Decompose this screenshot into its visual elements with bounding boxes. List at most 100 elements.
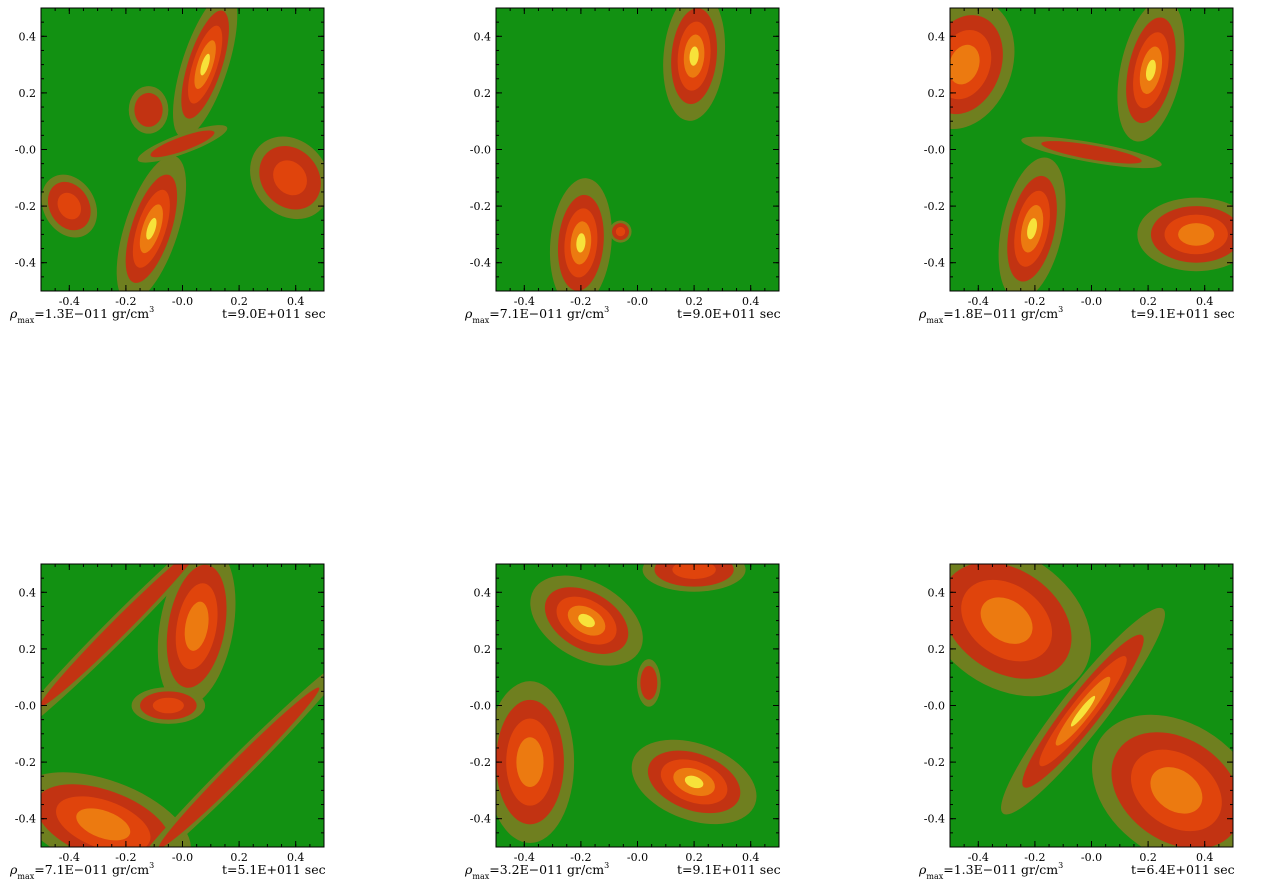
density-contour-4-inner: [1178, 223, 1215, 246]
x-tick-label: 0.4: [287, 851, 305, 864]
x-tick-label: -0.0: [172, 295, 193, 308]
x-tick-label: 0.2: [1139, 851, 1157, 864]
x-tick-label: -0.4: [514, 295, 535, 308]
density-contour-1-core: [1145, 59, 1156, 81]
heatmap-plot: -0.4 -0.2 -0.0 0.2 0.4 0.4 0.2 -0.0 -0.2 -0.4: [470, 7, 780, 308]
y-tick-label: -0.4: [15, 257, 36, 270]
x-tick-label: -0.4: [514, 851, 535, 864]
x-tick-label: -0.0: [1081, 295, 1102, 308]
y-tick-label: -0.4: [470, 257, 491, 270]
x-tick-label: -0.0: [172, 851, 193, 864]
density-contour-6-outer: [150, 130, 215, 158]
density-contour-3-outer: [134, 92, 163, 127]
density-contour-1-core: [689, 46, 699, 66]
density-contour-4-outer: [41, 564, 201, 707]
density-contour-1-core: [578, 613, 595, 628]
density-contour-2-inner: [76, 808, 131, 841]
y-tick-label: 0.4: [928, 586, 946, 599]
field-background: [496, 8, 779, 291]
density-contour-4-mid: [57, 192, 82, 220]
density-contour-1-inner: [980, 597, 1033, 644]
heatmap-plot: -0.4 -0.2 -0.0 0.2 0.4 0.4 0.2 -0.0 -0.2 -0.4: [924, 7, 1234, 308]
density-panel-6: -0.4 -0.2 -0.0 0.2 0.4 0.4 0.2 -0.0 -0.2 -0.4 ρmax…: [909, 556, 1239, 896]
density-contour-5-mid: [273, 160, 307, 196]
y-tick-label: 0.2: [928, 643, 946, 656]
density-field: [41, 564, 324, 847]
x-tick-label: -0.4: [59, 851, 80, 864]
y-tick-label: -0.0: [470, 144, 491, 157]
x-tick-label: 0.4: [742, 851, 760, 864]
y-tick-label: -0.0: [924, 700, 945, 713]
x-tick-label: -0.2: [1024, 851, 1045, 864]
rho-max-label: ρmax=7.1E−011 gr/cm3: [465, 305, 610, 325]
time-label: t=9.1E+011 sec: [1131, 306, 1235, 321]
density-field: [41, 8, 324, 291]
y-tick-label: 0.4: [474, 30, 492, 43]
time-label: t=9.0E+011 sec: [222, 306, 326, 321]
rho-max-label: ρmax=3.2E−011 gr/cm3: [465, 861, 610, 881]
time-label: t=6.4E+011 sec: [1131, 862, 1235, 877]
y-tick-label: 0.2: [19, 87, 37, 100]
y-tick-label: 0.2: [474, 87, 492, 100]
x-tick-label: 0.4: [1196, 851, 1214, 864]
y-tick-label: 0.4: [928, 30, 946, 43]
y-tick-label: -0.4: [15, 813, 36, 826]
y-tick-label: -0.0: [15, 700, 36, 713]
x-tick-label: 0.2: [230, 295, 248, 308]
density-contour-5-outer: [1041, 141, 1142, 164]
y-tick-label: -0.2: [924, 200, 945, 213]
density-contour-3-mid: [152, 697, 184, 714]
y-tick-label: 0.2: [474, 643, 492, 656]
x-tick-label: 0.2: [230, 851, 248, 864]
density-contour-1-inner: [184, 601, 209, 651]
x-tick-label: -0.2: [115, 851, 136, 864]
density-panel-2: -0.4 -0.2 -0.0 0.2 0.4 0.4 0.2 -0.0 -0.2 -0.4 ρmax…: [455, 0, 785, 340]
y-tick-label: 0.4: [19, 586, 37, 599]
density-field: [496, 564, 779, 847]
panel-caption: ρmax=3.2E−011 gr/cm3 t=9.1E+011 sec: [455, 861, 795, 882]
rho-max-label: ρmax=1.8E−011 gr/cm3: [919, 305, 1064, 325]
density-contour-4-mid: [672, 564, 716, 579]
y-tick-label: -0.0: [924, 144, 945, 157]
y-tick-label: -0.0: [15, 144, 36, 157]
y-tick-label: -0.0: [470, 700, 491, 713]
y-tick-label: -0.4: [924, 813, 945, 826]
heatmap-plot: -0.4 -0.2 -0.0 0.2 0.4 0.4 0.2 -0.0 -0.2 -0.4: [470, 563, 780, 864]
y-tick-label: -0.4: [924, 257, 945, 270]
y-tick-label: 0.2: [928, 87, 946, 100]
x-tick-label: 0.4: [1196, 295, 1214, 308]
density-contour-5-outer: [158, 687, 320, 847]
heatmap-plot: -0.4 -0.2 -0.0 0.2 0.4 0.4 0.2 -0.0 -0.2 -0.4: [924, 563, 1234, 864]
panel-caption: ρmax=1.8E−011 gr/cm3 t=9.1E+011 sec: [909, 305, 1249, 326]
density-contour-1-core: [200, 53, 210, 76]
x-tick-label: -0.2: [1024, 295, 1045, 308]
x-tick-label: -0.2: [570, 295, 591, 308]
density-contour-2-core: [1027, 218, 1038, 240]
panel-caption: ρmax=7.1E−011 gr/cm3 t=5.1E+011 sec: [0, 861, 340, 882]
y-tick-label: -0.2: [15, 756, 36, 769]
x-tick-label: -0.2: [570, 851, 591, 864]
x-tick-label: -0.0: [627, 851, 648, 864]
x-tick-label: -0.0: [1081, 851, 1102, 864]
x-tick-label: -0.0: [627, 295, 648, 308]
panel-caption: ρmax=7.1E−011 gr/cm3 t=9.0E+011 sec: [455, 305, 795, 326]
panel-caption: ρmax=1.3E−011 gr/cm3 t=6.4E+011 sec: [909, 861, 1249, 882]
y-tick-label: -0.2: [470, 200, 491, 213]
y-tick-label: 0.4: [19, 30, 37, 43]
density-panel-4: -0.4 -0.2 -0.0 0.2 0.4 0.4 0.2 -0.0 -0.2 -0.4 ρmax…: [0, 556, 330, 896]
rho-max-label: ρmax=7.1E−011 gr/cm3: [10, 861, 155, 881]
density-field: [950, 564, 1233, 847]
y-tick-label: 0.2: [19, 643, 37, 656]
density-contour-2-core: [146, 217, 157, 240]
y-tick-label: 0.4: [474, 586, 492, 599]
x-tick-label: -0.4: [968, 851, 989, 864]
x-tick-label: 0.2: [685, 851, 703, 864]
rho-max-label: ρmax=1.3E−011 gr/cm3: [919, 861, 1064, 881]
density-field: [950, 8, 1233, 291]
density-panel-3: -0.4 -0.2 -0.0 0.2 0.4 0.4 0.2 -0.0 -0.2 -0.4 ρmax…: [909, 0, 1239, 340]
x-tick-label: 0.2: [1139, 295, 1157, 308]
density-panel-5: -0.4 -0.2 -0.0 0.2 0.4 0.4 0.2 -0.0 -0.2 -0.4 ρmax…: [455, 556, 785, 896]
time-label: t=9.0E+011 sec: [677, 306, 781, 321]
density-contour-2-core: [684, 775, 704, 789]
density-field: [496, 8, 779, 291]
